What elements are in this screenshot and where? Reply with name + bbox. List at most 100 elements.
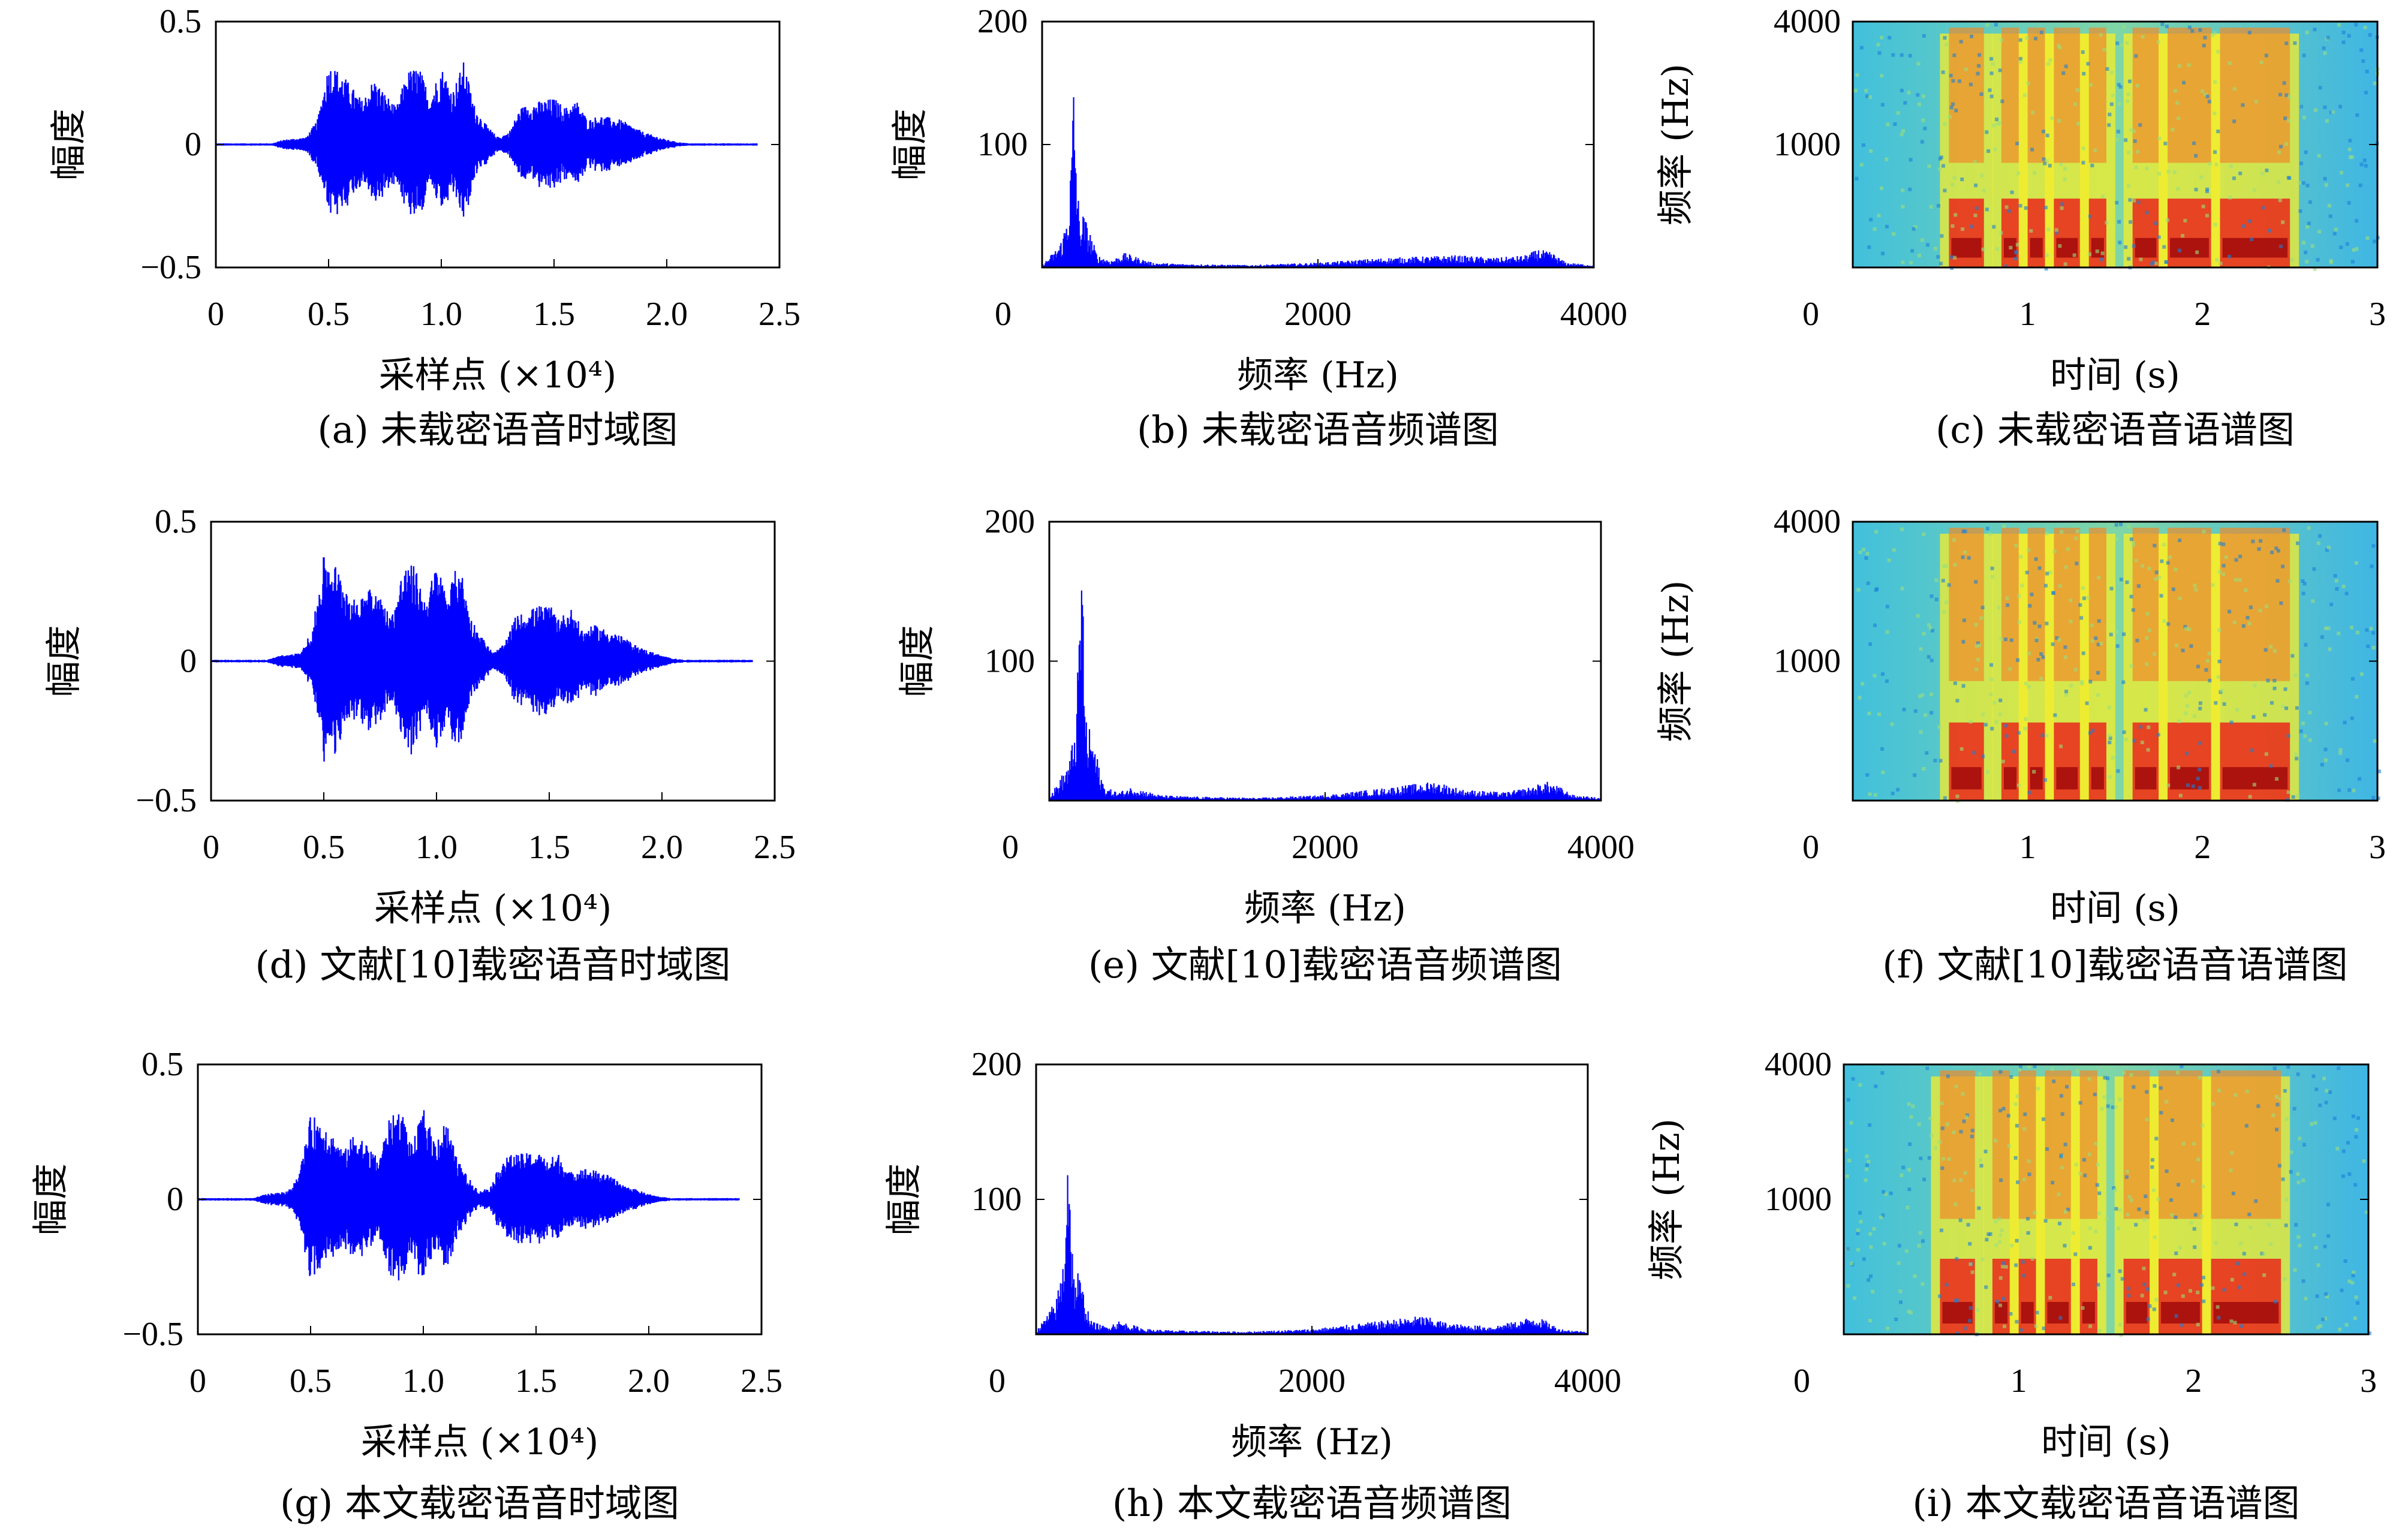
noise-speckle — [2055, 636, 2059, 640]
noise-speckle — [2305, 673, 2309, 678]
noise-speckle — [1936, 204, 1940, 208]
panel-c: 0 1 2 3 4000 1000 时间 (s) 频率 (Hz) (c) 未载密语音语谱图 — [1655, 3, 2386, 452]
noise-speckle — [2128, 198, 2132, 202]
noise-speckle — [2055, 230, 2059, 234]
noise-speckle — [1989, 663, 1994, 667]
noise-speckle — [2096, 642, 2100, 646]
noise-speckle — [2365, 628, 2369, 632]
noise-speckle — [2069, 684, 2073, 688]
noise-speckle — [2181, 234, 2185, 238]
noise-speckle — [2214, 1241, 2219, 1245]
noise-speckle — [2361, 59, 2365, 63]
noise-speckle — [1934, 578, 1939, 582]
noise-speckle — [2033, 621, 2037, 625]
noise-speckle — [1995, 118, 1999, 122]
noise-speckle — [1955, 794, 1959, 798]
noise-speckle — [1978, 1158, 1982, 1162]
noise-speckle — [2030, 1257, 2034, 1261]
noise-speckle — [2228, 61, 2232, 65]
noise-speckle — [2365, 1210, 2369, 1214]
noise-speckle — [2088, 1324, 2093, 1328]
noise-speckle — [2018, 1067, 2022, 1072]
noise-speckle — [2032, 769, 2036, 774]
noise-speckle — [2295, 541, 2299, 545]
noise-speckle — [2172, 1273, 2177, 1277]
noise-speckle — [2313, 267, 2317, 271]
noise-speckle — [2124, 1175, 2129, 1179]
noise-speckle — [2196, 1157, 2201, 1162]
noise-speckle — [2131, 540, 2135, 545]
noise-speckle — [2269, 764, 2273, 768]
noise-speckle — [2260, 1252, 2264, 1256]
noise-speckle — [1877, 712, 1882, 717]
x-tick-label: 0 — [1793, 1362, 1810, 1400]
noise-speckle — [2059, 1154, 2063, 1159]
noise-speckle — [1900, 586, 1904, 591]
noise-speckle — [2159, 1111, 2163, 1115]
noise-speckle — [1998, 1233, 2003, 1237]
noise-speckle — [2256, 1104, 2260, 1108]
noise-speckle — [2030, 592, 2034, 597]
y-axis-label: 幅度 — [43, 625, 85, 697]
noise-speckle — [2079, 616, 2084, 620]
noise-speckle — [1884, 1192, 1888, 1196]
noise-speckle — [2354, 561, 2358, 565]
noise-speckle — [2026, 1231, 2030, 1235]
noise-speckle — [2302, 1142, 2306, 1147]
noise-speckle — [2293, 673, 2298, 678]
noise-speckle — [1949, 74, 1953, 78]
noise-speckle — [2073, 667, 2078, 672]
noise-speckle — [2298, 209, 2302, 213]
noise-speckle — [1961, 555, 1965, 560]
noise-speckle — [1998, 698, 2003, 702]
noise-speckle — [2075, 1069, 2079, 1073]
noise-speckle — [2096, 693, 2100, 697]
noise-speckle — [2211, 583, 2215, 587]
pitch-band — [1994, 1302, 2008, 1324]
noise-speckle — [2196, 1291, 2200, 1295]
noise-speckle — [2236, 1261, 2240, 1265]
noise-speckle — [2122, 632, 2126, 636]
noise-speckle — [2175, 101, 2180, 105]
noise-speckle — [2118, 85, 2123, 89]
noise-speckle — [1955, 1298, 1959, 1303]
noise-speckle — [2124, 245, 2128, 249]
noise-speckle — [2293, 41, 2297, 45]
noise-speckle — [2156, 1197, 2160, 1201]
noise-speckle — [2165, 218, 2169, 222]
noise-speckle — [2270, 551, 2274, 555]
noise-speckle — [1942, 564, 1946, 569]
noise-speckle — [2037, 624, 2042, 628]
noise-speckle — [1968, 720, 1973, 724]
noise-speckle — [2283, 687, 2287, 691]
noise-speckle — [2120, 1277, 2124, 1281]
noise-speckle — [2261, 206, 2265, 210]
noise-speckle — [2316, 541, 2320, 545]
x-tick-label: 0 — [189, 1362, 206, 1400]
noise-speckle — [1869, 218, 1873, 222]
noise-speckle — [2000, 1228, 2004, 1232]
noise-speckle — [1940, 1126, 1945, 1130]
noise-speckle — [1868, 1123, 1872, 1127]
noise-speckle — [1959, 1130, 1963, 1134]
noise-speckle — [2354, 1135, 2358, 1139]
noise-speckle — [2198, 28, 2202, 32]
noise-speckle — [2115, 644, 2120, 648]
noise-speckle — [2320, 635, 2324, 639]
noise-speckle — [2231, 1192, 2235, 1196]
formant-region — [2054, 28, 2081, 163]
noise-speckle — [2327, 203, 2331, 207]
noise-speckle — [2137, 1207, 2141, 1211]
noise-speckle — [1901, 204, 1905, 209]
noise-speckle — [1868, 1319, 1873, 1323]
noise-speckle — [2369, 627, 2373, 631]
noise-speckle — [2355, 1128, 2359, 1132]
noise-speckle — [2198, 768, 2202, 772]
x-axis-label: 时间 (s) — [2041, 1421, 2171, 1463]
noise-speckle — [1985, 527, 1989, 531]
noise-speckle — [1974, 667, 1979, 672]
noise-speckle — [2174, 1215, 2178, 1219]
noise-speckle — [2305, 184, 2310, 188]
noise-speckle — [2166, 783, 2171, 787]
noise-speckle — [1985, 130, 1989, 134]
